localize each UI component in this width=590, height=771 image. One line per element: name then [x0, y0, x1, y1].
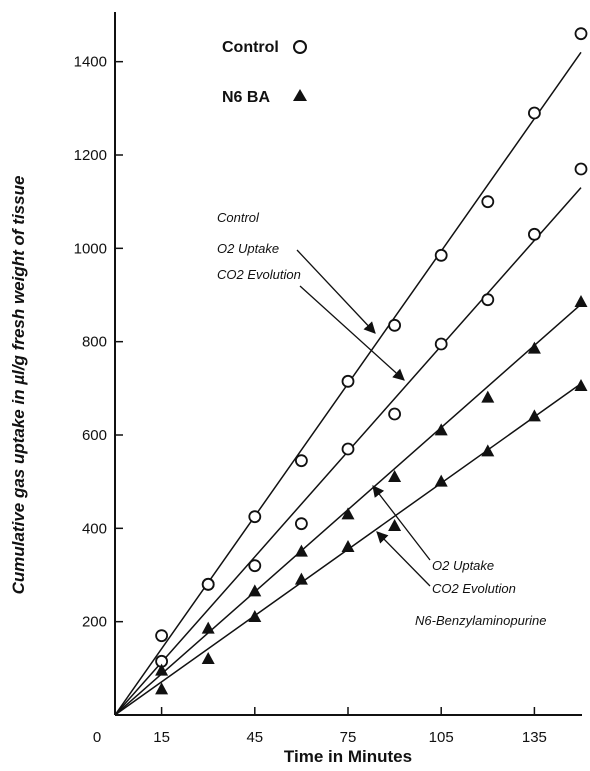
point-n6ba-2-7	[481, 390, 495, 403]
point-control-0-9	[574, 27, 588, 41]
x-axis-title: Time in Minutes	[284, 747, 412, 766]
y-axis-title: Cumulative gas uptake in µl/g fresh weig…	[9, 176, 28, 595]
x-tick-label-45: 45	[246, 729, 263, 746]
x-tick-label-105: 105	[429, 729, 454, 746]
y-tick-label-1000: 1000	[74, 240, 107, 257]
point-control-1-3	[294, 517, 308, 531]
point-n6ba-3-6	[434, 474, 448, 487]
point-n6ba-3-0	[155, 682, 169, 695]
point-n6ba-3-1	[201, 652, 215, 664]
legend-label-control: Control	[222, 39, 279, 56]
point-control-0-2	[248, 510, 262, 524]
point-n6ba-3-9	[574, 379, 588, 391]
point-n6ba-2-6	[434, 423, 448, 436]
point-n6ba-3-8	[527, 409, 541, 422]
data-points	[155, 27, 588, 695]
point-control-0-4	[341, 374, 355, 388]
control-annotations: Control O2 Uptake CO2 Evolution	[217, 210, 405, 381]
axis-ticks: 200 400 600 800 1000 1200 1400 0 15 45 75 105 135	[74, 54, 547, 746]
n6-annotations: O2 Uptake CO2 Evolution N6-Benzylaminopu…	[372, 485, 547, 628]
point-control-1-5	[388, 407, 402, 421]
y-tick-label-600: 600	[82, 427, 107, 444]
point-control-0-6	[434, 248, 448, 262]
arrow-n6-o2	[372, 485, 431, 561]
point-control-1-1	[201, 577, 215, 591]
x-tick-label-135: 135	[522, 729, 547, 746]
point-n6ba-2-2	[248, 584, 262, 597]
arrow-control-o2	[296, 249, 376, 334]
point-control-1-9	[574, 162, 588, 176]
point-n6ba-2-8	[527, 341, 541, 354]
annotation-control-title: Control	[217, 210, 260, 225]
point-n6ba-2-9	[574, 295, 588, 307]
annotation-n6-co2: CO2 Evolution	[432, 581, 516, 596]
point-control-1-2	[248, 559, 262, 573]
point-n6ba-2-0	[155, 663, 169, 676]
point-control-1-4	[341, 442, 355, 456]
annotation-control-co2: CO2 Evolution	[217, 267, 301, 282]
annotation-n6-title: N6-Benzylaminopurine	[415, 613, 547, 628]
point-control-0-8	[528, 106, 541, 120]
arrow-control-co2	[299, 285, 405, 381]
point-n6ba-3-3	[294, 572, 308, 585]
point-n6ba-3-5	[388, 519, 402, 531]
y-tick-label-800: 800	[82, 334, 107, 351]
y-tick-label-200: 200	[82, 614, 107, 631]
legend-label-n6ba: N6 BA	[222, 89, 270, 106]
x-tick-label-0: 0	[93, 729, 101, 746]
y-tick-label-1200: 1200	[74, 147, 107, 164]
point-n6ba-2-5	[388, 470, 402, 482]
annotation-control-o2: O2 Uptake	[217, 241, 279, 256]
arrow-n6-co2	[376, 531, 431, 587]
point-control-0-0	[155, 629, 169, 643]
legend: Control N6 BA	[222, 39, 307, 106]
point-n6ba-3-4	[341, 540, 355, 552]
x-tick-label-75: 75	[340, 729, 357, 746]
point-control-0-3	[294, 454, 308, 468]
point-control-0-7	[481, 195, 495, 209]
point-n6ba-2-1	[201, 621, 215, 634]
point-control-1-6	[434, 337, 448, 351]
point-n6ba-2-4	[341, 507, 355, 520]
point-n6ba-3-7	[481, 444, 495, 457]
point-control-1-7	[481, 293, 495, 307]
y-tick-label-1400: 1400	[74, 54, 107, 71]
annotation-n6-o2: O2 Uptake	[432, 558, 494, 573]
point-n6ba-3-2	[248, 610, 262, 622]
point-n6ba-2-3	[294, 544, 308, 557]
legend-marker-open-circle	[293, 40, 307, 54]
legend-marker-filled-triangle	[293, 89, 307, 101]
point-control-1-8	[528, 227, 541, 241]
x-tick-label-15: 15	[153, 729, 170, 746]
point-control-0-5	[388, 318, 402, 332]
y-tick-label-400: 400	[82, 520, 107, 537]
